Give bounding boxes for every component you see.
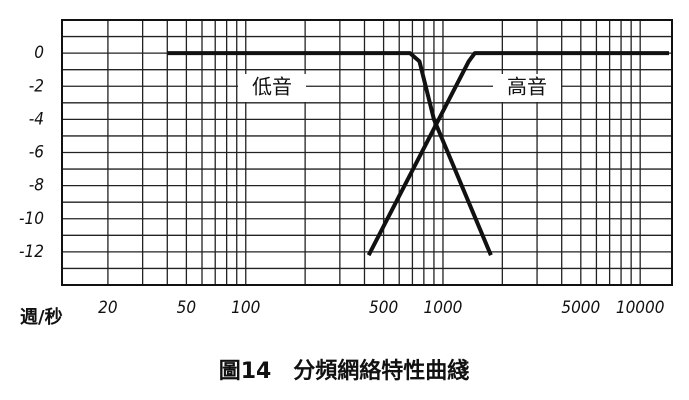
x-tick-label: 10000 [616, 298, 665, 318]
line [366, 51, 669, 257]
chart-title: 圖14 分頻網絡特性曲綫 [219, 358, 470, 384]
x-tick-label: 500 [369, 298, 398, 318]
x-axis-label: 週/秒 [20, 306, 63, 328]
legend-bg [493, 74, 561, 102]
y-tick-label: -2 [29, 76, 44, 96]
plot-frame [61, 19, 673, 286]
y-tick-label: -10 [19, 209, 44, 229]
x-tick-label: 5000 [561, 298, 600, 318]
x-tick-label: 100 [231, 298, 260, 318]
y-tick-label: -6 [29, 143, 45, 163]
y-tick-label: 0 [34, 43, 44, 63]
legend-label: 高音 [507, 75, 547, 99]
x-tick-label: 20 [98, 298, 117, 318]
y-tick-label: -12 [19, 242, 44, 262]
x-tick-label: 1000 [424, 298, 463, 318]
y-tick-label: -8 [29, 176, 45, 196]
x-tick-label: 50 [177, 298, 196, 318]
y-tick-label: -4 [29, 109, 44, 129]
legend-bg [238, 74, 306, 102]
line [167, 51, 493, 256]
legend-label: 低音 [252, 75, 292, 99]
